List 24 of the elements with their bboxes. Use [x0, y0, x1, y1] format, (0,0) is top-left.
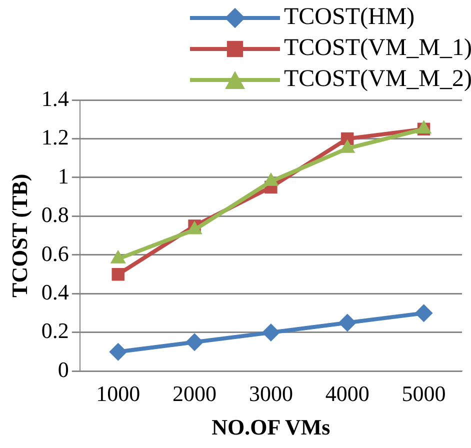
x-tick-label: 2000	[172, 381, 217, 406]
legend-label: TCOST(HM)	[284, 4, 415, 31]
point	[186, 333, 204, 352]
y-tick-label: 0	[58, 356, 69, 382]
point	[112, 268, 124, 281]
x-tick-label: 4000	[325, 381, 370, 406]
y-tick-label: 0.6	[41, 240, 69, 266]
y-tick-label: 1	[58, 163, 69, 188]
y-tick-label: 0.4	[41, 279, 69, 304]
x-tick-label: 5000	[402, 381, 446, 406]
point	[262, 323, 280, 342]
x-tick-label: 1000	[96, 381, 140, 406]
y-tick-label: 0.2	[41, 318, 69, 344]
y-tick-label: 0.8	[41, 202, 69, 228]
legend-label: TCOST(VM_M_2)	[284, 66, 471, 93]
y-axis-title: TCOST (TB)	[6, 174, 32, 298]
y-tick-label: 1.2	[41, 124, 69, 150]
point	[414, 304, 433, 322]
legend-label: TCOST(VM_M_1)	[284, 35, 471, 62]
y-tick-label: 1.4	[41, 86, 69, 111]
x-tick-label: 3000	[248, 381, 293, 406]
point	[109, 342, 128, 361]
x-axis-title: NO.OF VMs	[212, 414, 331, 440]
point	[338, 314, 356, 332]
